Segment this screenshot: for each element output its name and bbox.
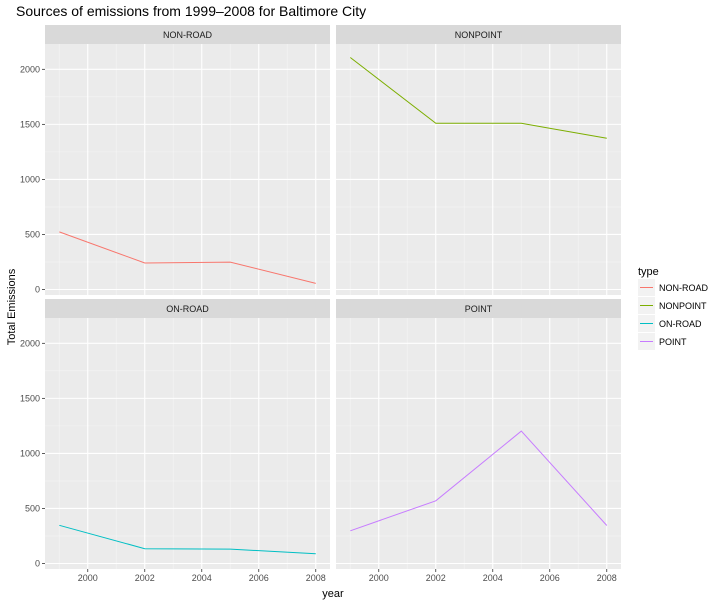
panel-nonpoint: NONPOINT: [336, 25, 621, 295]
y-axis-title: Total Emissions: [6, 268, 18, 345]
y-tick-label: 500: [25, 229, 40, 239]
x-tick-label: 2000: [369, 573, 389, 583]
legend-item-point: POINT: [638, 333, 687, 350]
facet-panels: NON-ROAD 0 500 1000 1500 2000 NONPOINT ON-ROAD 0…: [20, 25, 621, 583]
x-tick-label: 2002: [426, 573, 446, 583]
strip-nonpoint: [336, 25, 621, 44]
x-tick-label: 2000: [78, 573, 98, 583]
strip-point: [336, 299, 621, 318]
panel-on-road: ON-ROAD 0 500 1000 1500 2000 2000 2002 2004 2006 2…: [20, 299, 330, 583]
y-tick-label: 2000: [20, 338, 40, 348]
y-tick-label: 1500: [20, 393, 40, 403]
series-line-point: [350, 430, 608, 532]
strip-label: NON-ROAD: [163, 30, 212, 40]
legend-label: POINT: [659, 337, 687, 347]
chart-title: Sources of emissions from 1999–2008 for …: [16, 3, 366, 19]
legend-item-non-road: NON-ROAD: [638, 279, 708, 296]
panel-point: POINT 2000 2002 2004 2006 2008: [336, 299, 621, 583]
x-axis-title: year: [322, 588, 344, 600]
x-tick-label: 2004: [483, 573, 503, 583]
y-tick-label: 1000: [20, 174, 40, 184]
series-line-on-road: [59, 524, 316, 555]
panel-background: [45, 318, 330, 569]
strip-label: ON-ROAD: [166, 304, 209, 314]
y-tick-label: 1000: [20, 448, 40, 458]
x-tick-label: 2002: [135, 573, 155, 583]
panel-background: [336, 318, 621, 569]
strip-label: NONPOINT: [455, 30, 503, 40]
legend-label: NONPOINT: [659, 301, 707, 311]
x-tick-label: 2004: [192, 573, 212, 583]
panel-non-road: NON-ROAD 0 500 1000 1500 2000: [20, 25, 330, 295]
legend: type NON-ROAD NONPOINT ON-ROAD POINT: [638, 266, 708, 350]
legend-item-on-road: ON-ROAD: [638, 315, 702, 332]
legend-item-nonpoint: NONPOINT: [638, 297, 707, 314]
strip-on-road: [45, 299, 330, 318]
x-tick-label: 2006: [249, 573, 269, 583]
strip-label: POINT: [465, 304, 493, 314]
y-tick-label: 1500: [20, 119, 40, 129]
series-line-non-road: [59, 231, 316, 284]
series-line-nonpoint: [349, 57, 607, 139]
y-tick-label: 2000: [20, 64, 40, 74]
y-tick-label: 0: [35, 558, 40, 568]
legend-title: type: [638, 266, 659, 278]
legend-label: NON-ROAD: [659, 283, 708, 293]
strip-non-road: [45, 25, 330, 44]
panel-background: [336, 44, 621, 295]
x-tick-label: 2006: [540, 573, 560, 583]
y-tick-label: 500: [25, 503, 40, 513]
panel-background: [45, 44, 330, 295]
y-tick-label: 0: [35, 284, 40, 294]
legend-label: ON-ROAD: [659, 319, 702, 329]
x-tick-label: 2008: [306, 573, 326, 583]
x-tick-label: 2008: [597, 573, 617, 583]
